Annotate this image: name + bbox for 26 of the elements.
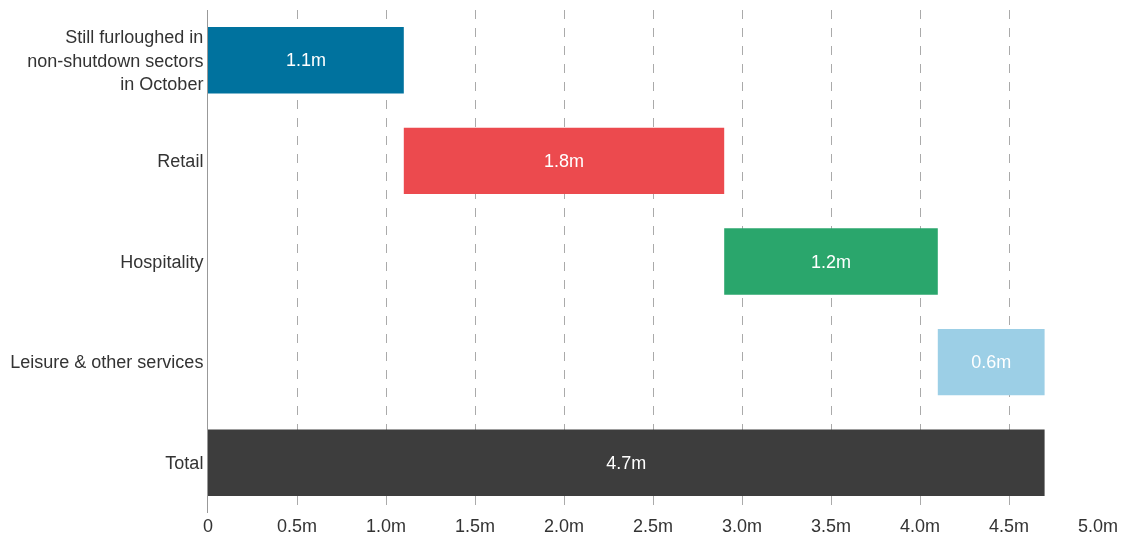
y-tick-label: Retail <box>157 151 204 172</box>
bar <box>208 27 404 94</box>
x-tick-label: 5.0m <box>1077 516 1119 536</box>
y-tick-label: Hospitality <box>120 251 204 272</box>
data-label: 4.7m <box>606 452 647 473</box>
x-tick-label: 0 <box>202 516 214 536</box>
x-tick-label: 1.5m <box>454 516 496 536</box>
bar <box>403 127 725 195</box>
x-tick-label: 2.5m <box>632 516 674 536</box>
x-tick-label: 3.0m <box>721 516 763 536</box>
x-tick-label: 4.0m <box>899 516 941 536</box>
y-tick-label: Total <box>165 453 204 473</box>
x-tick-label: 2.0m <box>543 516 585 536</box>
y-tick-label: Still furloughed in non-shutdown sectors in October <box>27 27 204 94</box>
data-label: 1.1m <box>285 50 326 71</box>
x-tick-label: 0.5m <box>276 516 318 536</box>
x-tick-label: 1.0m <box>365 516 407 536</box>
bar <box>724 228 938 295</box>
x-tick-label: 4.5m <box>988 516 1030 536</box>
x-tick-label: 3.5m <box>810 516 852 536</box>
bar <box>208 429 1045 496</box>
bar <box>937 328 1045 396</box>
data-label: 1.8m <box>543 150 585 171</box>
data-label: 1.2m <box>810 251 852 272</box>
y-tick-label: Leisure & other services <box>10 352 204 373</box>
data-label: 0.6m <box>971 352 1012 373</box>
